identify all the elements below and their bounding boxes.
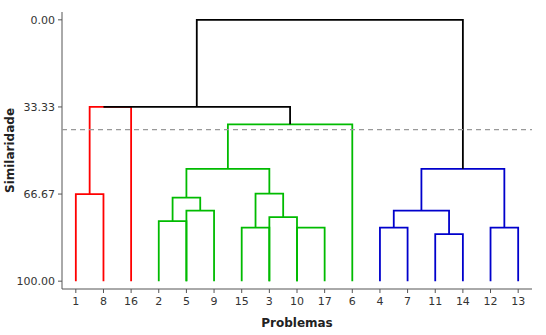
x-tick — [407, 289, 408, 293]
x-tick-label: 2 — [155, 295, 162, 308]
x-tick — [186, 289, 187, 293]
x-tick — [435, 289, 436, 293]
dendrogram-link — [197, 20, 463, 169]
x-tick — [379, 289, 380, 293]
y-tick — [58, 194, 62, 195]
chart: 0.00 33.33 66.67 100.00 1 8 16 2 5 9 15 3 10 17 6 4 7 11 1… — [0, 0, 546, 335]
dendrogram-link — [173, 198, 201, 222]
dendrogram-link — [256, 194, 284, 228]
x-tick-label: 4 — [376, 295, 383, 308]
x-tick — [324, 289, 325, 293]
x-tick — [75, 289, 76, 293]
y-tick-label: 66.67 — [24, 188, 56, 201]
y-tick-label: 33.33 — [24, 101, 56, 114]
x-tick-label: 11 — [428, 295, 442, 308]
x-tick — [103, 289, 104, 293]
x-tick-label: 5 — [183, 295, 190, 308]
x-axis-label: Problemas — [261, 316, 333, 330]
x-tick-label: 16 — [124, 295, 138, 308]
x-tick — [269, 289, 270, 293]
x-tick-label: 7 — [404, 295, 411, 308]
y-axis-label: Similaridade — [3, 108, 17, 193]
y-tick — [58, 281, 62, 282]
dendrogram-link — [242, 228, 270, 282]
threshold-line — [62, 129, 532, 130]
y-axis-line — [62, 12, 63, 289]
dendrogram-link — [76, 194, 104, 281]
y-tick-label: 100.00 — [17, 275, 56, 288]
dendrogram-link — [394, 211, 449, 235]
x-tick-label: 12 — [484, 295, 498, 308]
x-tick — [490, 289, 491, 293]
dendrogram-link — [103, 107, 290, 124]
x-tick-label: 6 — [349, 295, 356, 308]
x-tick-label: 13 — [511, 295, 525, 308]
dendrogram-link — [297, 228, 325, 282]
x-tick-label: 17 — [318, 295, 332, 308]
dendrogram-link — [186, 169, 269, 198]
dendrogram-link — [228, 124, 352, 281]
x-tick — [518, 289, 519, 293]
x-tick-label: 8 — [100, 295, 107, 308]
y-tick — [58, 106, 62, 107]
x-tick — [241, 289, 242, 293]
x-tick — [214, 289, 215, 293]
x-tick-label: 3 — [266, 295, 273, 308]
x-tick — [131, 289, 132, 293]
dendrogram-link — [90, 107, 131, 281]
x-tick — [158, 289, 159, 293]
x-tick-label: 15 — [235, 295, 249, 308]
dendrogram-link — [159, 221, 187, 281]
y-tick — [58, 19, 62, 20]
x-tick — [352, 289, 353, 293]
dendrogram-link — [380, 228, 408, 282]
x-tick-label: 14 — [456, 295, 470, 308]
x-tick-label: 10 — [290, 295, 304, 308]
x-tick — [297, 289, 298, 293]
y-tick-label: 0.00 — [31, 14, 56, 27]
dendrogram-link — [491, 228, 519, 282]
dendrogram-link — [435, 234, 463, 281]
x-tick-label: 1 — [72, 295, 79, 308]
plot-area — [62, 20, 532, 281]
x-tick — [462, 289, 463, 293]
dendrogram-link — [421, 169, 504, 228]
dendrogram-link — [186, 211, 214, 282]
x-tick-label: 9 — [211, 295, 218, 308]
dendrogram-link — [269, 217, 297, 281]
